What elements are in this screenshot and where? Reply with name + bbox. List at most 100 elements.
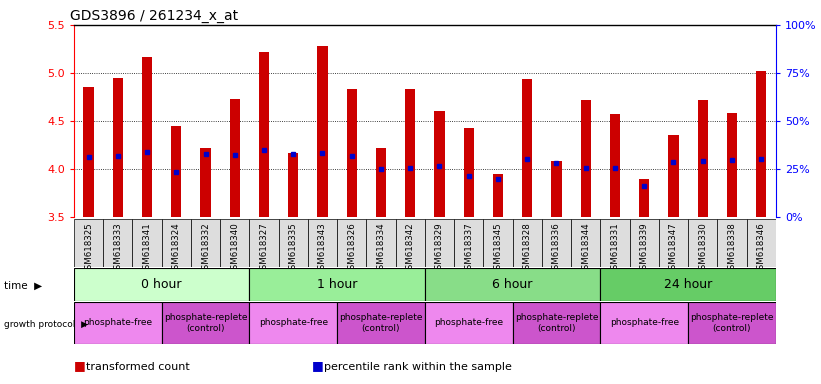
Bar — [230, 99, 240, 217]
Text: 0 hour: 0 hour — [141, 278, 182, 291]
Text: GSM618339: GSM618339 — [640, 223, 649, 275]
Bar — [610, 114, 620, 217]
Bar — [74, 302, 162, 344]
Text: GSM618345: GSM618345 — [493, 223, 502, 275]
Text: GSM618346: GSM618346 — [757, 223, 766, 275]
Bar — [522, 79, 532, 217]
Text: GSM618336: GSM618336 — [552, 223, 561, 275]
Bar — [74, 268, 250, 301]
Bar — [308, 219, 337, 267]
Bar — [250, 302, 337, 344]
Text: GSM618341: GSM618341 — [143, 223, 152, 275]
Text: transformed count: transformed count — [86, 362, 190, 372]
Bar — [756, 71, 766, 217]
Bar — [484, 219, 512, 267]
Bar — [552, 161, 562, 217]
Text: phosphate-replete
(control): phosphate-replete (control) — [163, 313, 247, 333]
Bar — [396, 219, 425, 267]
Text: GSM618344: GSM618344 — [581, 223, 590, 275]
Text: GSM618332: GSM618332 — [201, 223, 210, 275]
Bar — [668, 136, 679, 217]
Text: GSM618331: GSM618331 — [611, 223, 620, 275]
Bar — [718, 219, 746, 267]
Bar — [405, 89, 415, 217]
Bar — [346, 89, 357, 217]
Bar — [630, 219, 658, 267]
Text: GSM618343: GSM618343 — [318, 223, 327, 275]
Bar — [600, 302, 688, 344]
Bar — [512, 219, 542, 267]
Bar — [600, 219, 630, 267]
Bar — [542, 219, 571, 267]
Text: GSM618333: GSM618333 — [113, 223, 122, 275]
Bar — [132, 219, 162, 267]
Text: 1 hour: 1 hour — [317, 278, 357, 291]
Bar — [454, 219, 484, 267]
Text: percentile rank within the sample: percentile rank within the sample — [324, 362, 512, 372]
Bar — [659, 219, 688, 267]
Bar — [84, 88, 94, 217]
Bar — [162, 219, 190, 267]
Bar — [112, 78, 123, 217]
Text: GSM618328: GSM618328 — [523, 223, 532, 275]
Text: GSM618340: GSM618340 — [230, 223, 239, 275]
Bar — [220, 219, 250, 267]
Bar — [171, 126, 181, 217]
Bar — [639, 179, 649, 217]
Text: GSM618334: GSM618334 — [377, 223, 386, 275]
Bar — [688, 219, 718, 267]
Bar — [250, 268, 425, 301]
Text: phosphate-free: phosphate-free — [434, 318, 503, 328]
Text: ■: ■ — [312, 359, 323, 372]
Bar — [425, 219, 454, 267]
Bar — [337, 302, 425, 344]
Bar — [727, 113, 737, 217]
Bar — [259, 52, 269, 217]
Text: GSM618324: GSM618324 — [172, 223, 181, 275]
Bar — [162, 302, 250, 344]
Bar — [318, 46, 328, 217]
Bar — [600, 268, 776, 301]
Bar — [288, 153, 298, 217]
Bar — [376, 148, 386, 217]
Text: phosphate-replete
(control): phosphate-replete (control) — [690, 313, 773, 333]
Text: GSM618337: GSM618337 — [464, 223, 473, 275]
Bar — [366, 219, 396, 267]
Bar — [698, 100, 708, 217]
Bar — [337, 219, 366, 267]
Text: phosphate-free: phosphate-free — [610, 318, 679, 328]
Text: GSM618329: GSM618329 — [435, 223, 444, 275]
Text: GSM618325: GSM618325 — [84, 223, 93, 275]
Bar — [746, 219, 776, 267]
Bar — [278, 219, 308, 267]
Text: GSM618338: GSM618338 — [727, 223, 736, 275]
Bar — [512, 302, 600, 344]
Text: ■: ■ — [74, 359, 85, 372]
Text: time  ▶: time ▶ — [4, 281, 42, 291]
Text: GSM618327: GSM618327 — [259, 223, 268, 275]
Bar — [142, 57, 152, 217]
Text: phosphate-replete
(control): phosphate-replete (control) — [515, 313, 599, 333]
Text: GDS3896 / 261234_x_at: GDS3896 / 261234_x_at — [71, 8, 239, 23]
Bar — [190, 219, 220, 267]
Bar — [571, 219, 600, 267]
Bar — [464, 128, 474, 217]
Bar — [200, 148, 211, 217]
Text: GSM618330: GSM618330 — [698, 223, 707, 275]
Bar — [74, 219, 103, 267]
Text: phosphate-free: phosphate-free — [83, 318, 153, 328]
Bar — [493, 174, 503, 217]
Text: 24 hour: 24 hour — [664, 278, 713, 291]
Bar — [425, 268, 600, 301]
Bar — [688, 302, 776, 344]
Bar — [425, 302, 512, 344]
Text: 6 hour: 6 hour — [493, 278, 533, 291]
Text: GSM618342: GSM618342 — [406, 223, 415, 275]
Text: growth protocol  ▶: growth protocol ▶ — [4, 320, 88, 329]
Bar — [434, 111, 445, 217]
Bar — [250, 219, 278, 267]
Text: GSM618326: GSM618326 — [347, 223, 356, 275]
Bar — [580, 100, 591, 217]
Text: phosphate-replete
(control): phosphate-replete (control) — [339, 313, 423, 333]
Text: phosphate-free: phosphate-free — [259, 318, 328, 328]
